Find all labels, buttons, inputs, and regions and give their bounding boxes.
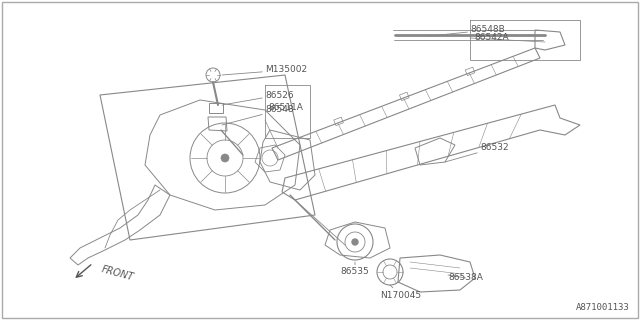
Bar	[399, 92, 409, 100]
Text: N170045: N170045	[380, 285, 421, 300]
Text: 86535: 86535	[340, 262, 369, 276]
Text: 86548B: 86548B	[430, 26, 505, 36]
Text: A871001133: A871001133	[576, 303, 630, 312]
Circle shape	[352, 239, 358, 245]
Text: 86532: 86532	[445, 143, 509, 162]
Text: FRONT: FRONT	[100, 264, 134, 282]
Text: 86548: 86548	[222, 106, 294, 125]
Text: M135002: M135002	[222, 66, 307, 75]
Bar	[333, 117, 344, 126]
Circle shape	[221, 154, 229, 162]
Text: 86526: 86526	[222, 91, 294, 105]
Bar	[465, 67, 475, 76]
Text: 86511A: 86511A	[268, 103, 303, 113]
Text: 86538A: 86538A	[448, 274, 483, 283]
Text: 86542A: 86542A	[474, 34, 509, 43]
